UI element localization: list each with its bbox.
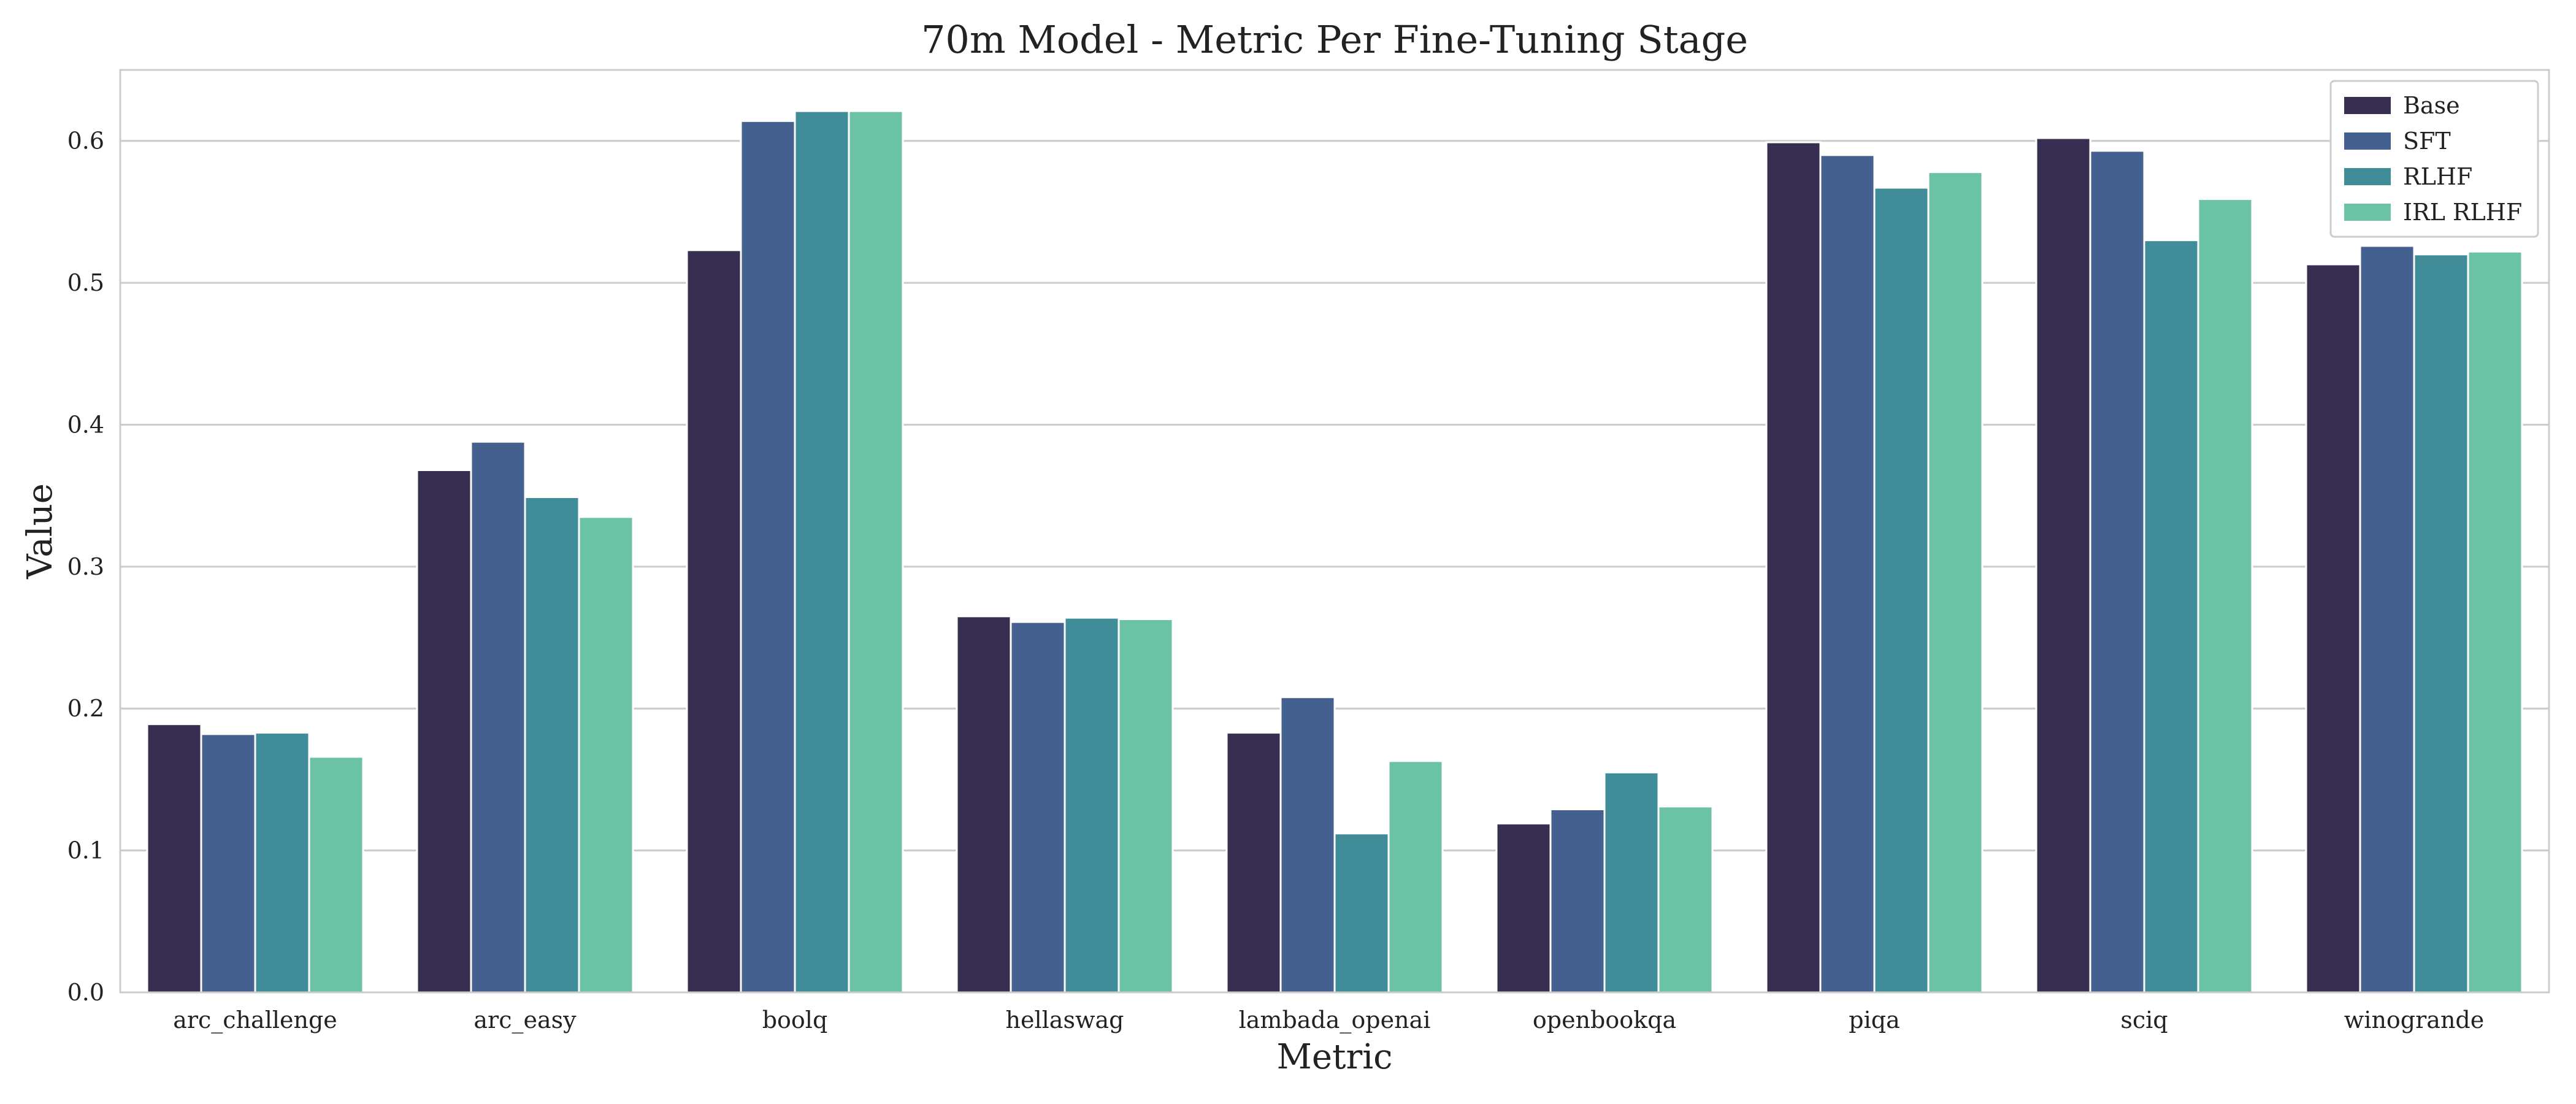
bar-hellaswag-rlhf <box>1064 616 1120 994</box>
bar-boolq-base <box>686 249 742 994</box>
x-axis-ticks: arc_challenge arc_easy boolq hellaswag lamba… <box>173 1006 2484 1034</box>
x-tick-label: arc_easy <box>473 1006 577 1034</box>
x-tick-label: lambada_openai <box>1239 1006 1431 1034</box>
bar-openbookqa-rlhf <box>1603 771 1660 994</box>
bar-lambada-openai-base <box>1225 732 1282 994</box>
bar-arc-easy-rlhf <box>524 496 580 994</box>
x-axis-title: Metric <box>1276 1037 1392 1077</box>
plot-frame <box>119 69 2550 994</box>
x-tick-label: hellaswag <box>1006 1006 1124 1033</box>
x-tick-label: openbookqa <box>1533 1006 1676 1033</box>
y-tick-label: 0.2 <box>67 695 104 722</box>
bar-sciq-base <box>2035 137 2091 994</box>
y-tick-label: 0.1 <box>67 837 104 864</box>
bar-boolq-rlhf <box>794 110 850 994</box>
y-axis-title: Value <box>20 483 60 580</box>
bar-arc-challenge-sft <box>200 733 256 994</box>
bar-arc-challenge-base <box>146 723 202 994</box>
bar-arc-challenge-rlhf <box>254 732 310 994</box>
bar-winogrande-base <box>2305 263 2361 994</box>
legend-box <box>2329 80 2539 238</box>
bar-arc-challenge-irl-rlhf <box>308 756 364 994</box>
bar-sciq-rlhf <box>2143 239 2199 994</box>
y-tick-label: 0.0 <box>67 979 104 1006</box>
legend-swatch-base <box>2344 97 2391 114</box>
bar-boolq-irl-rlhf <box>848 110 904 994</box>
bar-hellaswag-base <box>956 615 1012 994</box>
bar-piqa-irl-rlhf <box>1927 171 1984 994</box>
bar-lambada-openai-irl-rlhf <box>1387 760 1444 994</box>
bar-sciq-sft <box>2089 150 2145 994</box>
bar-openbookqa-irl-rlhf <box>1657 805 1714 994</box>
bar-piqa-sft <box>1819 154 1876 994</box>
bar-winogrande-sft <box>2359 245 2415 994</box>
legend-label: SFT <box>2403 128 2451 155</box>
x-tick-label: winogrande <box>2344 1006 2484 1033</box>
legend-label: Base <box>2403 92 2460 119</box>
bar-sciq-irl-rlhf <box>2197 198 2253 994</box>
legend-swatch-rlhf <box>2344 168 2391 185</box>
x-tick-label: arc_challenge <box>173 1006 337 1034</box>
bar-winogrande-rlhf <box>2413 253 2469 994</box>
bars <box>146 110 2523 994</box>
x-tick-label: boolq <box>762 1006 828 1033</box>
bar-openbookqa-base <box>1495 822 1552 994</box>
bar-lambada-openai-sft <box>1279 696 1336 994</box>
y-tick-label: 0.4 <box>67 411 104 438</box>
bar-openbookqa-sft <box>1549 808 1606 994</box>
x-tick-label: sciq <box>2120 1006 2168 1033</box>
bar-piqa-base <box>1765 141 1822 994</box>
bar-winogrande-irl-rlhf <box>2467 250 2523 994</box>
bar-hellaswag-irl-rlhf <box>1117 618 1174 994</box>
bar-arc-easy-irl-rlhf <box>578 516 634 994</box>
y-tick-label: 0.3 <box>67 553 104 580</box>
legend-label: RLHF <box>2403 163 2472 190</box>
bar-boolq-sft <box>740 120 796 994</box>
bar-hellaswag-sft <box>1010 621 1066 994</box>
legend-label: IRL RLHF <box>2403 199 2522 226</box>
legend-swatch-irl-rlhf <box>2344 204 2391 221</box>
y-tick-label: 0.5 <box>67 269 104 296</box>
bar-arc-easy-base <box>416 469 472 994</box>
chart-title: 70m Model - Metric Per Fine-Tuning Stage <box>921 17 1748 62</box>
bar-piqa-rlhf <box>1873 186 1930 994</box>
x-tick-label: piqa <box>1849 1006 1899 1033</box>
y-tick-label: 0.6 <box>67 128 104 155</box>
legend: Base SFT RLHF IRL RLHF <box>2329 80 2539 238</box>
bar-arc-easy-sft <box>470 440 526 994</box>
bar-lambada-openai-rlhf <box>1333 832 1390 994</box>
y-axis-ticks: 0.0 0.1 0.2 0.3 0.4 0.5 0.6 <box>67 128 104 1006</box>
legend-swatch-sft <box>2344 132 2391 150</box>
